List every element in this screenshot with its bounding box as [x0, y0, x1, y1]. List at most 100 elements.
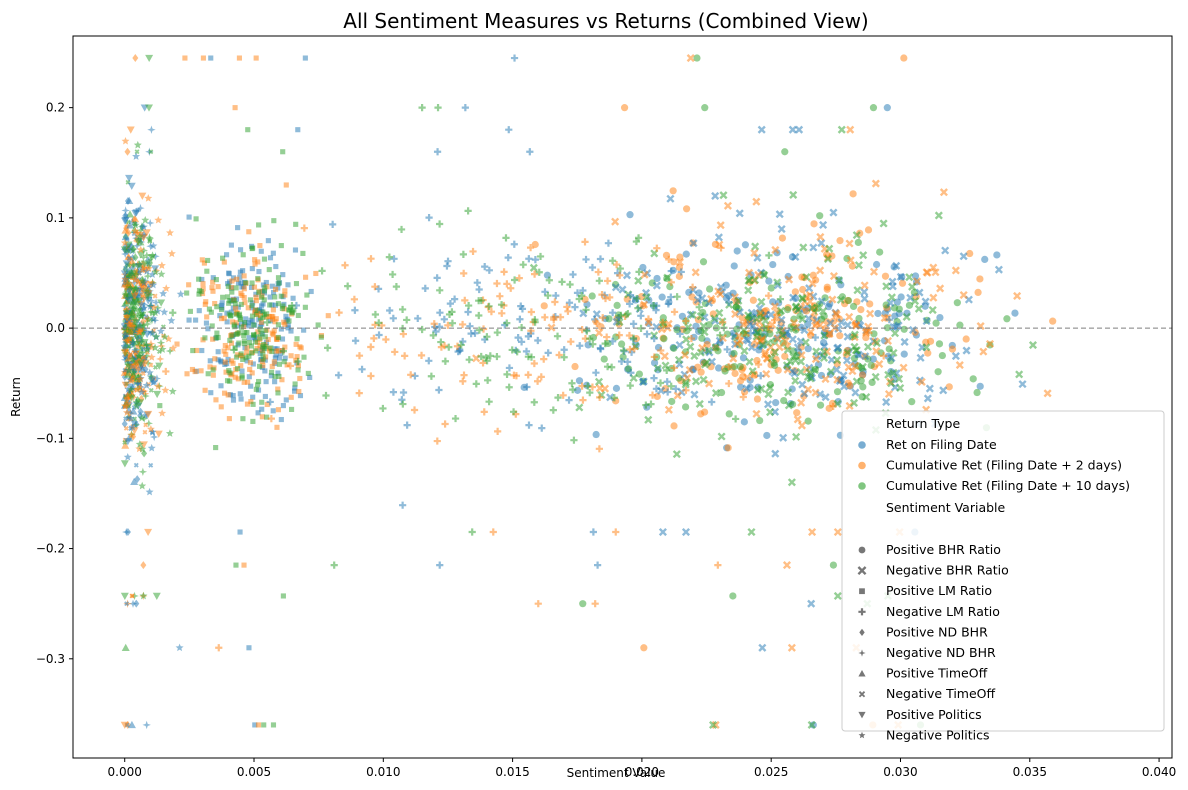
data-point-negative-bhr-ratio — [791, 252, 800, 262]
data-point-negative-bhr-ratio — [955, 360, 964, 370]
data-point-negative-lm-ratio — [433, 148, 442, 156]
data-point-positive-lm-ratio — [196, 276, 202, 282]
data-point-positive-lm-ratio — [275, 370, 281, 376]
data-point-positive-bhr-ratio — [769, 260, 777, 269]
data-point-positive-lm-ratio — [304, 292, 310, 298]
data-point-negative-bhr-ratio — [752, 197, 761, 206]
data-point-negative-bhr-ratio — [639, 377, 648, 386]
data-point-negative-bhr-ratio — [793, 305, 802, 314]
data-point-positive-lm-ratio — [255, 259, 261, 265]
data-point-positive-lm-ratio — [262, 393, 268, 400]
data-point-negative-lm-ratio — [489, 528, 497, 536]
data-point-negative-bhr-ratio — [914, 304, 923, 313]
data-point-negative-bhr-ratio — [798, 294, 807, 303]
data-point-positive-lm-ratio — [227, 378, 233, 384]
data-point-positive-nd-bhr — [132, 54, 139, 63]
data-point-negative-lm-ratio — [385, 253, 393, 261]
data-point-negative-politics — [144, 194, 153, 202]
data-point-positive-lm-ratio — [305, 370, 311, 376]
data-point-negative-lm-ratio — [612, 528, 620, 536]
data-point-negative-bhr-ratio — [640, 300, 649, 309]
data-point-negative-lm-ratio — [549, 406, 557, 414]
data-point-negative-bhr-ratio — [652, 281, 661, 290]
data-point-negative-nd-bhr — [130, 278, 139, 287]
data-point-negative-lm-ratio — [266, 398, 274, 406]
data-point-negative-lm-ratio — [754, 360, 763, 369]
data-point-negative-bhr-ratio — [1013, 291, 1022, 300]
data-point-negative-bhr-ratio — [887, 379, 896, 388]
data-point-positive-lm-ratio — [238, 396, 244, 402]
data-point-positive-timeoff — [121, 226, 130, 234]
data-point-positive-timeoff — [125, 196, 134, 205]
data-point-negative-lm-ratio — [634, 234, 643, 242]
data-point-negative-bhr-ratio — [951, 266, 960, 275]
data-point-positive-lm-ratio — [234, 323, 240, 329]
data-point-negative-lm-ratio — [571, 303, 579, 311]
data-point-positive-lm-ratio — [294, 360, 300, 366]
data-point-negative-lm-ratio — [519, 261, 527, 269]
data-point-negative-politics — [136, 374, 145, 383]
data-point-positive-lm-ratio — [246, 335, 252, 341]
data-point-negative-nd-bhr — [142, 351, 152, 361]
data-point-positive-lm-ratio — [220, 255, 226, 261]
data-point-positive-bhr-ratio — [613, 301, 621, 310]
data-point-negative-bhr-ratio — [810, 366, 819, 375]
data-point-negative-bhr-ratio — [911, 296, 920, 306]
data-point-negative-bhr-ratio — [675, 340, 684, 350]
data-point-positive-bhr-ratio — [872, 260, 881, 269]
data-point-positive-lm-ratio — [248, 383, 254, 389]
data-point-positive-bhr-ratio — [1049, 317, 1057, 325]
data-point-negative-nd-bhr — [139, 414, 149, 423]
data-point-negative-lm-ratio — [540, 355, 548, 363]
data-point-negative-lm-ratio — [367, 255, 375, 263]
data-point-negative-lm-ratio — [544, 349, 552, 357]
data-point-negative-politics — [158, 345, 167, 353]
data-point-negative-lm-ratio — [765, 251, 773, 259]
data-point-positive-lm-ratio — [297, 393, 304, 399]
data-point-positive-bhr-ratio — [695, 289, 703, 297]
data-point-negative-lm-ratio — [667, 382, 675, 390]
data-point-positive-lm-ratio — [204, 314, 210, 320]
data-point-positive-lm-ratio — [295, 312, 301, 319]
data-point-negative-bhr-ratio — [854, 261, 863, 270]
data-point-positive-lm-ratio — [266, 267, 272, 273]
data-point-positive-lm-ratio — [229, 289, 235, 295]
data-point-negative-lm-ratio — [667, 267, 675, 275]
data-point-negative-lm-ratio — [586, 335, 594, 343]
data-point-negative-lm-ratio — [725, 298, 733, 306]
data-point-negative-bhr-ratio — [833, 591, 842, 601]
data-point-positive-politics — [126, 126, 135, 134]
data-point-negative-bhr-ratio — [788, 367, 797, 376]
data-point-negative-politics — [176, 290, 185, 298]
legend-swatch-style — [858, 691, 866, 698]
data-point-negative-politics — [135, 327, 144, 336]
data-point-negative-lm-ratio — [251, 331, 259, 339]
data-point-positive-lm-ratio — [301, 354, 307, 360]
data-point-positive-lm-ratio — [244, 345, 250, 351]
data-point-negative-lm-ratio — [576, 342, 584, 350]
data-point-positive-lm-ratio — [252, 261, 258, 267]
data-point-negative-lm-ratio — [595, 445, 603, 453]
data-point-negative-bhr-ratio — [816, 232, 825, 242]
data-point-negative-lm-ratio — [536, 252, 545, 261]
data-point-negative-lm-ratio — [560, 353, 568, 361]
data-point-negative-lm-ratio — [579, 396, 587, 404]
data-point-negative-lm-ratio — [725, 379, 733, 388]
data-point-positive-lm-ratio — [293, 357, 299, 363]
data-point-negative-lm-ratio — [371, 321, 379, 329]
data-point-negative-bhr-ratio — [851, 361, 860, 371]
data-point-negative-politics — [145, 487, 154, 496]
data-point-negative-bhr-ratio — [825, 244, 834, 253]
data-point-positive-bhr-ratio — [653, 392, 661, 401]
data-point-positive-bhr-ratio — [763, 431, 771, 440]
data-point-positive-lm-ratio — [252, 257, 258, 263]
data-point-positive-timeoff — [126, 221, 135, 229]
data-point-positive-lm-ratio — [257, 351, 263, 357]
data-point-positive-timeoff — [127, 720, 136, 729]
data-point-positive-lm-ratio — [252, 722, 258, 728]
data-point-negative-bhr-ratio — [1043, 389, 1052, 398]
data-point-negative-politics — [128, 338, 137, 346]
data-point-negative-lm-ratio — [465, 356, 473, 364]
data-point-positive-lm-ratio — [269, 369, 275, 375]
data-point-negative-lm-ratio — [583, 327, 591, 335]
